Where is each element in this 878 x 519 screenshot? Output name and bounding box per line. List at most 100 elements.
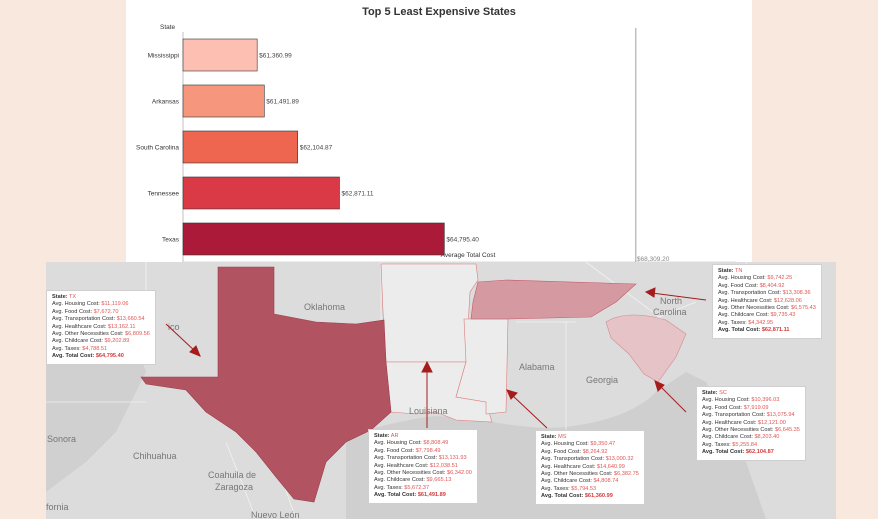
tooltip-row-value: $7,919.09 <box>742 404 769 411</box>
tooltip-total-value: $62,104.87 <box>744 449 774 456</box>
tooltip-row: Avg. Healthcare Cost: $12,628.06 <box>718 298 816 305</box>
bar-value-label: $61,360.99 <box>259 53 292 60</box>
label-north-carolina-1: North <box>660 296 682 306</box>
tooltip-row-key: Avg. Childcare Cost: <box>718 312 769 319</box>
tooltip-row-key: Avg. Housing Cost: <box>374 440 422 447</box>
tooltip-row-value: $6,575.43 <box>789 305 816 312</box>
state-south-carolina[interactable] <box>605 314 687 383</box>
tooltip-total-row: Avg. Total Cost: $61,360.99 <box>541 493 639 500</box>
x-axis-title: Average Total Cost <box>441 252 496 259</box>
category-label: Mississippi <box>148 53 179 60</box>
tooltip-row: Avg. Taxes: $5,255.84 <box>702 442 800 449</box>
bar-value-label: $61,491.89 <box>266 99 299 106</box>
tooltip-row: Avg. Other Necessities Cost: $6,575.43 <box>718 305 816 312</box>
tooltip-mississippi: State: MS Avg. Housing Cost: $9,350.47 Avg… <box>535 430 645 505</box>
label-georgia: Georgia <box>586 375 618 385</box>
tooltip-row: Avg. Healthcare Cost: $12,121.00 <box>702 420 800 427</box>
tooltip-row-value: $13,162.11 <box>106 323 136 330</box>
state-tennessee[interactable] <box>470 279 637 320</box>
tooltip-state-key: State: <box>374 433 390 439</box>
tooltip-row-key: Avg. Taxes: <box>702 441 731 448</box>
bar-chart-panel: Top 5 Least Expensive States State Avera… <box>126 0 752 262</box>
tooltip-row-value: $8,808.49 <box>421 440 449 447</box>
tooltip-row-key: Avg. Housing Cost: <box>52 301 100 308</box>
tooltip-state-key: State: <box>702 390 718 396</box>
tooltip-row-value: $12,121.00 <box>756 419 786 426</box>
bar[interactable] <box>182 84 265 118</box>
tooltip-total-value: $61,360.99 <box>583 493 613 500</box>
tooltip-row-key: Avg. Other Necessities Cost: <box>541 471 613 478</box>
tooltip-row-value: $8,264.92 <box>581 448 608 455</box>
tooltip-row-key: Avg. Food Cost: <box>52 308 93 315</box>
tooltip-row-value: $9,350.47 <box>588 441 616 448</box>
tooltip-row: Avg. Transportation Cost: $13,131.93 <box>374 455 472 462</box>
tooltip-row-key: Avg. Healthcare Cost: <box>374 462 429 469</box>
tooltip-row: Avg. Food Cost: $7,798.49 <box>374 448 472 455</box>
tooltip-arrows <box>165 287 707 429</box>
tooltip-row-value: $7,798.49 <box>414 447 441 454</box>
bar[interactable] <box>182 222 445 256</box>
tooltip-row: Avg. Food Cost: $8,404.92 <box>718 283 816 290</box>
tooltip-row-value: $4,808.74 <box>591 478 619 485</box>
label-mexico-fragment: ico <box>168 322 180 332</box>
tooltip-total-row: Avg. Total Cost: $64,795.40 <box>52 353 150 360</box>
state-mississippi[interactable] <box>455 318 509 415</box>
label-sonora: Sonora <box>47 434 76 444</box>
tooltip-row-value: $9,202.89 <box>102 338 130 345</box>
tooltip-row-key: Avg. Food Cost: <box>718 282 759 289</box>
label-coahuila-1: Coahuila de <box>208 470 256 480</box>
label-alabama: Alabama <box>519 362 555 372</box>
tooltip-row: Avg. Transportation Cost: $13,660.54 <box>52 316 150 323</box>
tooltip-row-key: Avg. Transportation Cost: <box>374 455 438 462</box>
tooltip-row-key: Avg. Food Cost: <box>541 448 582 455</box>
tooltip-row-key: Avg. Healthcare Cost: <box>52 323 107 330</box>
tooltip-row-value: $6,645.35 <box>773 427 800 434</box>
tooltip-row-value: $13,075.94 <box>765 412 795 419</box>
tooltip-row: Avg. Housing Cost: $10,396.03 <box>702 397 800 404</box>
tooltip-row-key: Avg. Childcare Cost: <box>374 477 425 484</box>
state-arkansas[interactable] <box>380 263 479 363</box>
tooltip-row-key: Avg. Childcare Cost: <box>52 338 103 345</box>
tooltip-row-value: $5,794.53 <box>569 485 597 492</box>
tooltip-row-key: Avg. Housing Cost: <box>702 397 750 404</box>
bar[interactable] <box>182 176 340 210</box>
bar[interactable] <box>182 38 258 72</box>
tooltip-row-value: $8,404.92 <box>758 282 785 289</box>
chart-title[interactable]: Top 5 Least Expensive States <box>362 6 516 18</box>
tooltip-row: Avg. Taxes: $5,672.37 <box>374 485 472 492</box>
tooltip-row: Avg. Taxes: $4,342.95 <box>718 320 816 327</box>
tooltip-state-line: State: TX <box>52 294 150 301</box>
tooltip-row: Avg. Transportation Cost: $13,000.32 <box>541 456 639 463</box>
tooltip-row-key: Avg. Taxes: <box>374 484 403 491</box>
tooltip-row-key: Avg. Other Necessities Cost: <box>374 470 446 477</box>
tooltip-row-value: $12,628.06 <box>772 297 802 304</box>
tooltip-state-value: SC <box>717 390 727 396</box>
label-chihuahua: Chihuahua <box>133 451 177 461</box>
label-california-fragment: fornia <box>46 502 69 512</box>
bar-value-label: $64,795.40 <box>446 237 479 244</box>
tooltip-state-line: State: SC <box>702 390 800 397</box>
tooltip-row-value: $12,038.51 <box>428 462 458 469</box>
label-north-carolina-2: Carolina <box>653 307 687 317</box>
reference-line-label: $68,309.20 <box>637 256 670 262</box>
tooltip-total-row: Avg. Total Cost: $62,871.11 <box>718 327 816 334</box>
category-label: Texas <box>162 237 180 244</box>
bar-value-label: $62,871.11 <box>341 191 373 198</box>
tooltip-row-key: Avg. Food Cost: <box>374 447 415 454</box>
tooltip-state-key: State: <box>541 434 557 440</box>
tooltip-total-key: Avg. Total Cost: <box>702 449 745 456</box>
tooltip-row-key: Avg. Other Necessities Cost: <box>52 331 124 338</box>
tooltip-row-value: $4,788.51 <box>80 345 108 352</box>
tooltip-row-value: $4,342.95 <box>746 319 774 326</box>
state-texas[interactable] <box>140 266 392 503</box>
tooltip-row: Avg. Childcare Cost: $9,202.89 <box>52 338 150 345</box>
tooltip-state-value: TN <box>733 268 743 274</box>
tooltip-row-key: Avg. Transportation Cost: <box>718 290 782 297</box>
tooltip-row-value: $6,809.56 <box>123 331 150 338</box>
us-map-panel[interactable]: Oklahoma North Carolina Alabama Georgia … <box>46 262 836 519</box>
tooltip-row: Avg. Transportation Cost: $13,075.94 <box>702 412 800 419</box>
bar[interactable] <box>182 130 299 164</box>
tooltip-row-value: $13,000.32 <box>604 456 634 463</box>
tooltip-row-value: $13,308.36 <box>781 290 811 297</box>
tooltip-row-key: Avg. Taxes: <box>52 345 81 352</box>
